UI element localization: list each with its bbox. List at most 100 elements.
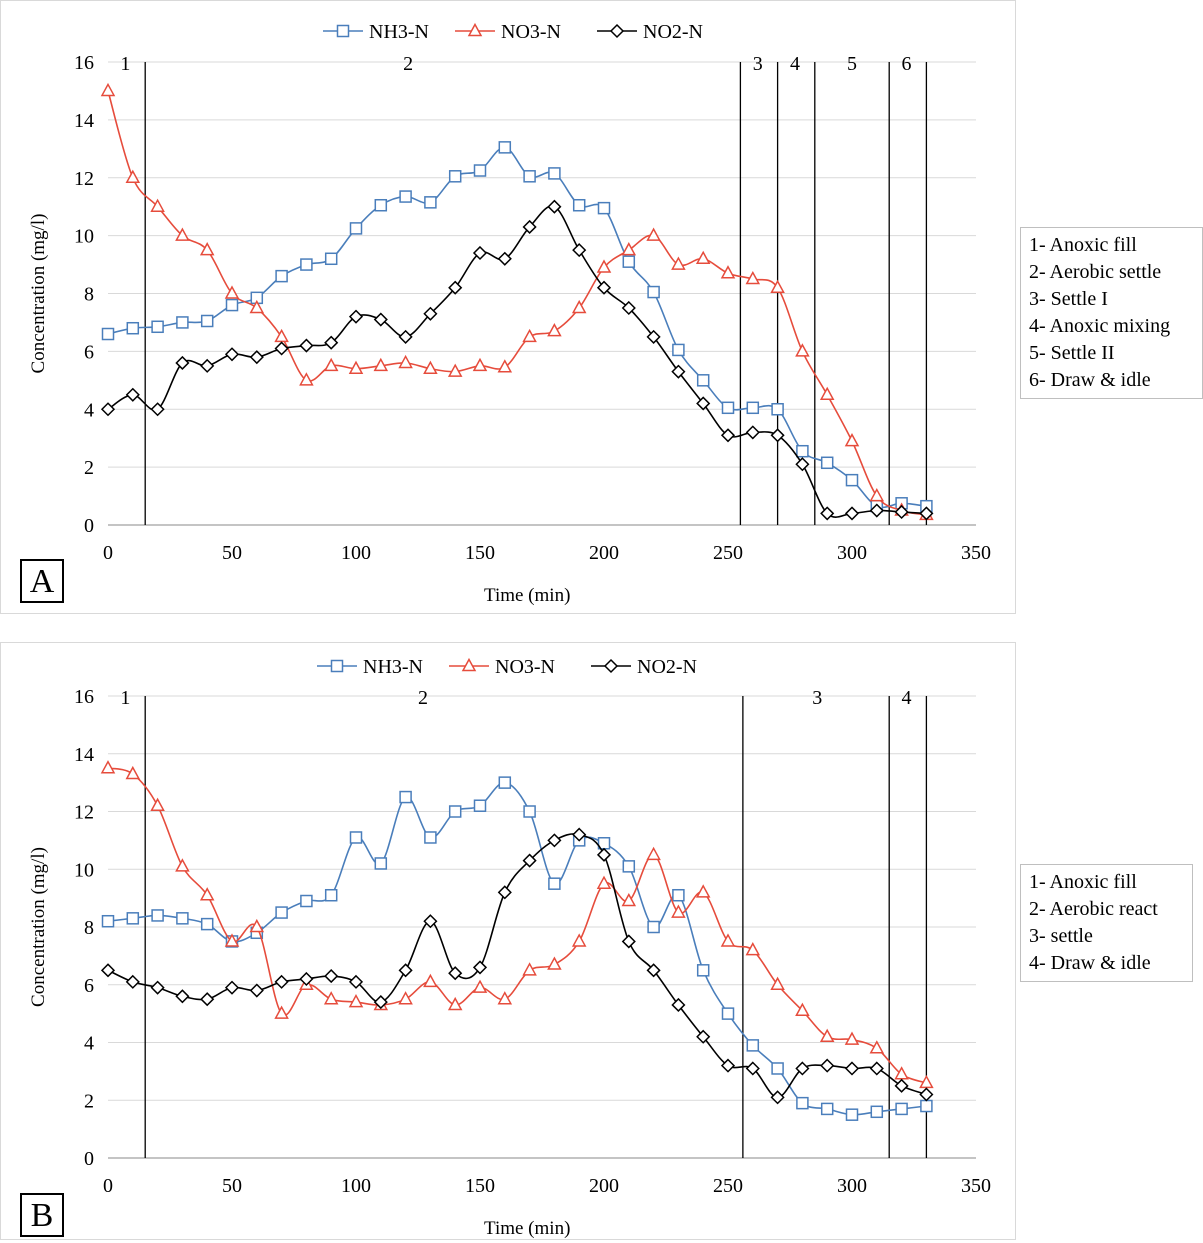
data-point [795, 343, 810, 357]
data-point [348, 994, 364, 1008]
data-point [894, 504, 909, 520]
data-point [100, 760, 116, 774]
data-point [695, 884, 711, 898]
x-tick-label: 100 [341, 542, 371, 564]
data-point [869, 503, 884, 518]
series-line [107, 205, 927, 518]
x-tick-label: 300 [837, 1175, 867, 1197]
series-line [107, 767, 927, 1084]
phase-number-label: 2 [418, 687, 428, 709]
data-point [448, 170, 462, 183]
data-point [869, 1061, 884, 1076]
phase-number-label: 5 [847, 53, 857, 75]
data-point [399, 790, 412, 804]
data-point [224, 347, 240, 362]
y-tick-label: 14 [74, 744, 94, 766]
data-point [621, 892, 637, 907]
data-point [349, 222, 363, 235]
phase-legend-item: 2- Aerobic react [1029, 898, 1158, 920]
data-point [398, 991, 413, 1005]
data-point [473, 164, 487, 177]
data-point [199, 242, 215, 256]
data-point [771, 1062, 784, 1075]
chart-panel-a: 0 2 4 6 8 10 12 14 16 0 50 100 150 200 250 300 350 Time (… [0, 0, 1016, 614]
data-point [125, 169, 141, 183]
data-point [844, 1031, 860, 1045]
data-point [770, 976, 785, 990]
data-point [696, 1029, 711, 1044]
data-point [448, 966, 463, 981]
data-point [571, 299, 587, 314]
data-point [522, 219, 537, 235]
data-point [200, 314, 214, 328]
data-point [497, 991, 513, 1005]
legend-entry-label: NH3-N [369, 21, 429, 43]
data-point [770, 279, 785, 293]
data-point [424, 196, 437, 209]
data-point [869, 1040, 885, 1054]
data-point [299, 971, 314, 987]
data-point [498, 776, 512, 789]
data-point [844, 433, 860, 447]
phase-number-label: 3 [812, 687, 822, 709]
y-tick-label: 12 [74, 168, 94, 190]
data-point [249, 350, 264, 365]
y-tick-label: 10 [74, 859, 94, 881]
series-no2-n [100, 199, 934, 521]
data-point [819, 1028, 835, 1042]
data-point [609, 23, 625, 39]
series-line [107, 833, 927, 1099]
data-point [200, 917, 214, 931]
data-point [622, 860, 636, 873]
data-point [596, 847, 612, 862]
data-point [548, 877, 561, 890]
x-tick-label: 50 [222, 542, 242, 564]
x-tick-label: 250 [713, 542, 743, 564]
legend-entry-label: NO2-N [637, 656, 697, 678]
data-point [845, 1108, 859, 1121]
data-point [374, 857, 388, 870]
data-point [274, 328, 289, 343]
y-tick-label: 4 [84, 1033, 94, 1055]
data-point [175, 989, 190, 1004]
data-point [795, 457, 810, 472]
data-point [374, 198, 388, 212]
data-point [224, 980, 240, 995]
phase-number-label: 3 [753, 53, 763, 75]
data-point [572, 243, 587, 258]
data-point [746, 401, 760, 415]
x-tick-label: 250 [713, 1175, 743, 1197]
data-point [224, 285, 240, 299]
data-point [895, 1102, 908, 1116]
data-point [398, 329, 413, 344]
data-point [870, 1105, 884, 1119]
data-point [596, 875, 612, 889]
series-line [107, 781, 927, 1116]
data-point [300, 894, 313, 908]
data-point [919, 506, 934, 521]
phase-number-label: 1 [120, 687, 130, 709]
data-point [646, 963, 661, 978]
data-point [300, 258, 313, 271]
data-point [424, 831, 437, 844]
data-point [820, 1102, 834, 1116]
data-point [621, 242, 637, 256]
data-point [349, 831, 363, 844]
phase-legend-item: 1- Anoxic fill [1029, 871, 1137, 893]
data-point [720, 933, 736, 947]
data-point [423, 914, 438, 929]
data-point [399, 190, 412, 203]
data-point [770, 428, 785, 443]
series-no3-n [100, 760, 934, 1089]
data-point [696, 396, 711, 411]
data-point [323, 991, 339, 1005]
data-point [225, 298, 239, 312]
data-point [448, 280, 463, 295]
y-axis-title: Concentration (mg/l) [28, 847, 49, 1007]
data-point [249, 918, 265, 933]
data-point [100, 963, 116, 978]
data-point [522, 853, 537, 868]
data-point [299, 338, 314, 353]
data-point [151, 909, 164, 922]
